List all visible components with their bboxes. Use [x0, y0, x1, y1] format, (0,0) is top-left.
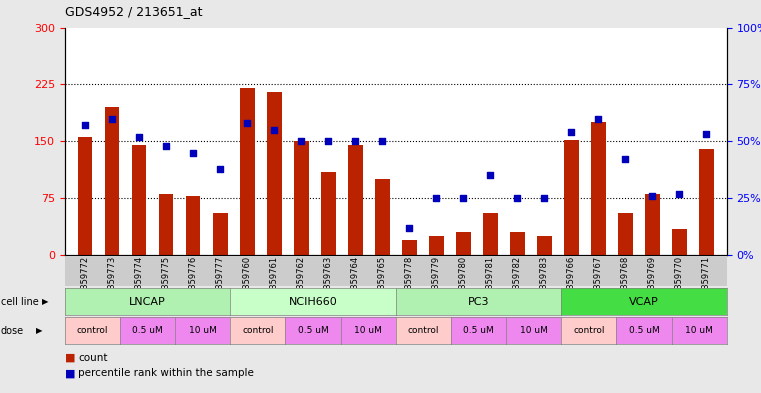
- Text: control: control: [408, 326, 439, 335]
- Bar: [483, 213, 498, 255]
- Bar: [645, 195, 660, 255]
- Bar: [348, 145, 362, 255]
- Point: [241, 120, 253, 126]
- Bar: [266, 92, 282, 255]
- Text: 0.5 uM: 0.5 uM: [463, 326, 494, 335]
- Bar: [510, 232, 525, 255]
- Bar: [618, 213, 633, 255]
- Bar: [537, 236, 552, 255]
- Point: [619, 156, 632, 163]
- Text: control: control: [573, 326, 604, 335]
- Bar: [212, 213, 228, 255]
- Text: 10 uM: 10 uM: [685, 326, 713, 335]
- Bar: [456, 232, 471, 255]
- Text: 0.5 uM: 0.5 uM: [298, 326, 328, 335]
- Text: cell line: cell line: [1, 297, 39, 307]
- Point: [214, 165, 226, 172]
- Point: [484, 172, 496, 178]
- Bar: [402, 240, 417, 255]
- Point: [268, 127, 280, 133]
- Point: [106, 116, 118, 122]
- Bar: [428, 236, 444, 255]
- Bar: [591, 122, 606, 255]
- Text: percentile rank within the sample: percentile rank within the sample: [78, 368, 254, 378]
- Text: 10 uM: 10 uM: [354, 326, 382, 335]
- Text: LNCAP: LNCAP: [129, 297, 166, 307]
- Text: NCIH660: NCIH660: [288, 297, 337, 307]
- Text: control: control: [77, 326, 108, 335]
- Bar: [564, 140, 579, 255]
- Text: 0.5 uM: 0.5 uM: [629, 326, 659, 335]
- Text: 10 uM: 10 uM: [520, 326, 548, 335]
- Bar: [78, 138, 92, 255]
- Point: [133, 134, 145, 140]
- Point: [403, 225, 416, 231]
- Bar: [158, 195, 174, 255]
- Point: [646, 193, 658, 199]
- Text: 10 uM: 10 uM: [189, 326, 217, 335]
- Bar: [186, 196, 200, 255]
- Point: [457, 195, 470, 201]
- Bar: [374, 179, 390, 255]
- Bar: [104, 107, 119, 255]
- Text: GDS4952 / 213651_at: GDS4952 / 213651_at: [65, 5, 202, 18]
- Point: [565, 129, 578, 135]
- Bar: [320, 172, 336, 255]
- Point: [160, 143, 172, 149]
- Point: [700, 131, 712, 138]
- Point: [538, 195, 550, 201]
- Point: [592, 116, 604, 122]
- Point: [322, 138, 334, 144]
- Text: count: count: [78, 353, 108, 363]
- Text: PC3: PC3: [468, 297, 489, 307]
- Point: [295, 138, 307, 144]
- Point: [511, 195, 524, 201]
- Text: VCAP: VCAP: [629, 297, 659, 307]
- Point: [79, 122, 91, 129]
- Bar: [294, 141, 308, 255]
- Text: ▶: ▶: [36, 326, 43, 335]
- Point: [187, 149, 199, 156]
- Point: [376, 138, 388, 144]
- Text: control: control: [242, 326, 273, 335]
- Bar: [132, 145, 146, 255]
- Bar: [240, 88, 254, 255]
- Point: [673, 191, 686, 197]
- Point: [430, 195, 442, 201]
- Bar: [699, 149, 714, 255]
- Bar: [672, 228, 687, 255]
- Point: [349, 138, 361, 144]
- Text: ▶: ▶: [42, 298, 49, 306]
- Text: 0.5 uM: 0.5 uM: [132, 326, 163, 335]
- Text: ■: ■: [65, 368, 75, 378]
- Text: dose: dose: [1, 325, 24, 336]
- Text: ■: ■: [65, 353, 75, 363]
